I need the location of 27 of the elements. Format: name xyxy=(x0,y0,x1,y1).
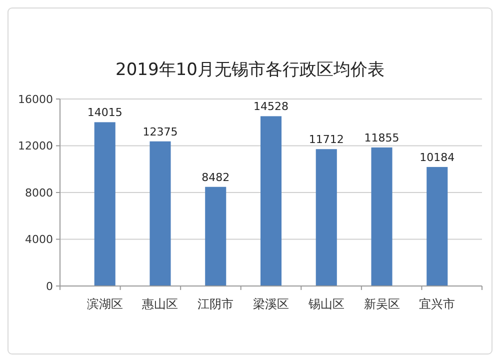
bar xyxy=(205,186,226,286)
y-tick-label: 0 xyxy=(46,280,53,293)
chart-title: 2019年10月无锡市各行政区均价表 xyxy=(116,60,384,80)
data-label: 14528 xyxy=(254,100,288,114)
x-tick-label: 新吴区 xyxy=(364,297,400,311)
y-tick-label: 4000 xyxy=(25,233,53,246)
data-label: 8482 xyxy=(202,170,230,184)
x-tick-label: 滨湖区 xyxy=(86,297,123,311)
x-tick-label: 江阴市 xyxy=(198,297,234,311)
data-label: 10184 xyxy=(420,150,455,164)
y-tick-label: 8000 xyxy=(25,186,53,200)
data-label: 11712 xyxy=(308,133,344,146)
bar xyxy=(316,149,337,286)
x-tick-label: 梁溪区 xyxy=(253,297,289,311)
bar xyxy=(94,122,116,286)
bar xyxy=(426,166,448,286)
data-label: 11855 xyxy=(364,131,400,144)
x-tick-label: 锡山区 xyxy=(307,297,344,311)
x-tick-label: 宜兴市 xyxy=(419,297,456,311)
data-label: 14015 xyxy=(87,106,122,120)
data-label: 12375 xyxy=(142,125,178,138)
bar xyxy=(260,116,282,286)
y-tick-label: 16000 xyxy=(18,92,53,106)
bar xyxy=(150,141,171,286)
bar xyxy=(371,147,392,286)
y-tick-label: 12000 xyxy=(18,140,53,153)
x-tick-label: 惠山区 xyxy=(141,297,178,311)
